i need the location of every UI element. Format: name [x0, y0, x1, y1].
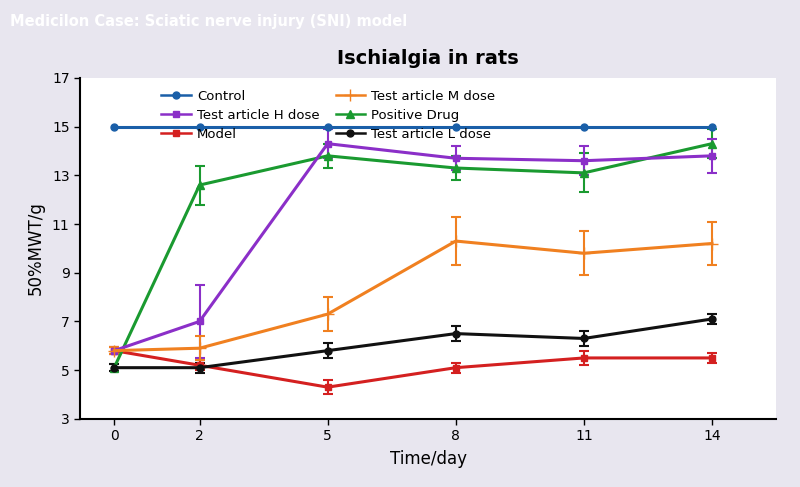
Text: Medicilon Case: Sciatic nerve injury (SNI) model: Medicilon Case: Sciatic nerve injury (SN…: [10, 15, 408, 30]
Y-axis label: 50%MWT/g: 50%MWT/g: [27, 202, 45, 295]
Title: Ischialgia in rats: Ischialgia in rats: [337, 49, 519, 68]
Legend: Control, Test article H dose, Model, Test article M dose, Positive Drug, Test ar: Control, Test article H dose, Model, Tes…: [156, 85, 501, 146]
X-axis label: Time/day: Time/day: [390, 450, 466, 468]
